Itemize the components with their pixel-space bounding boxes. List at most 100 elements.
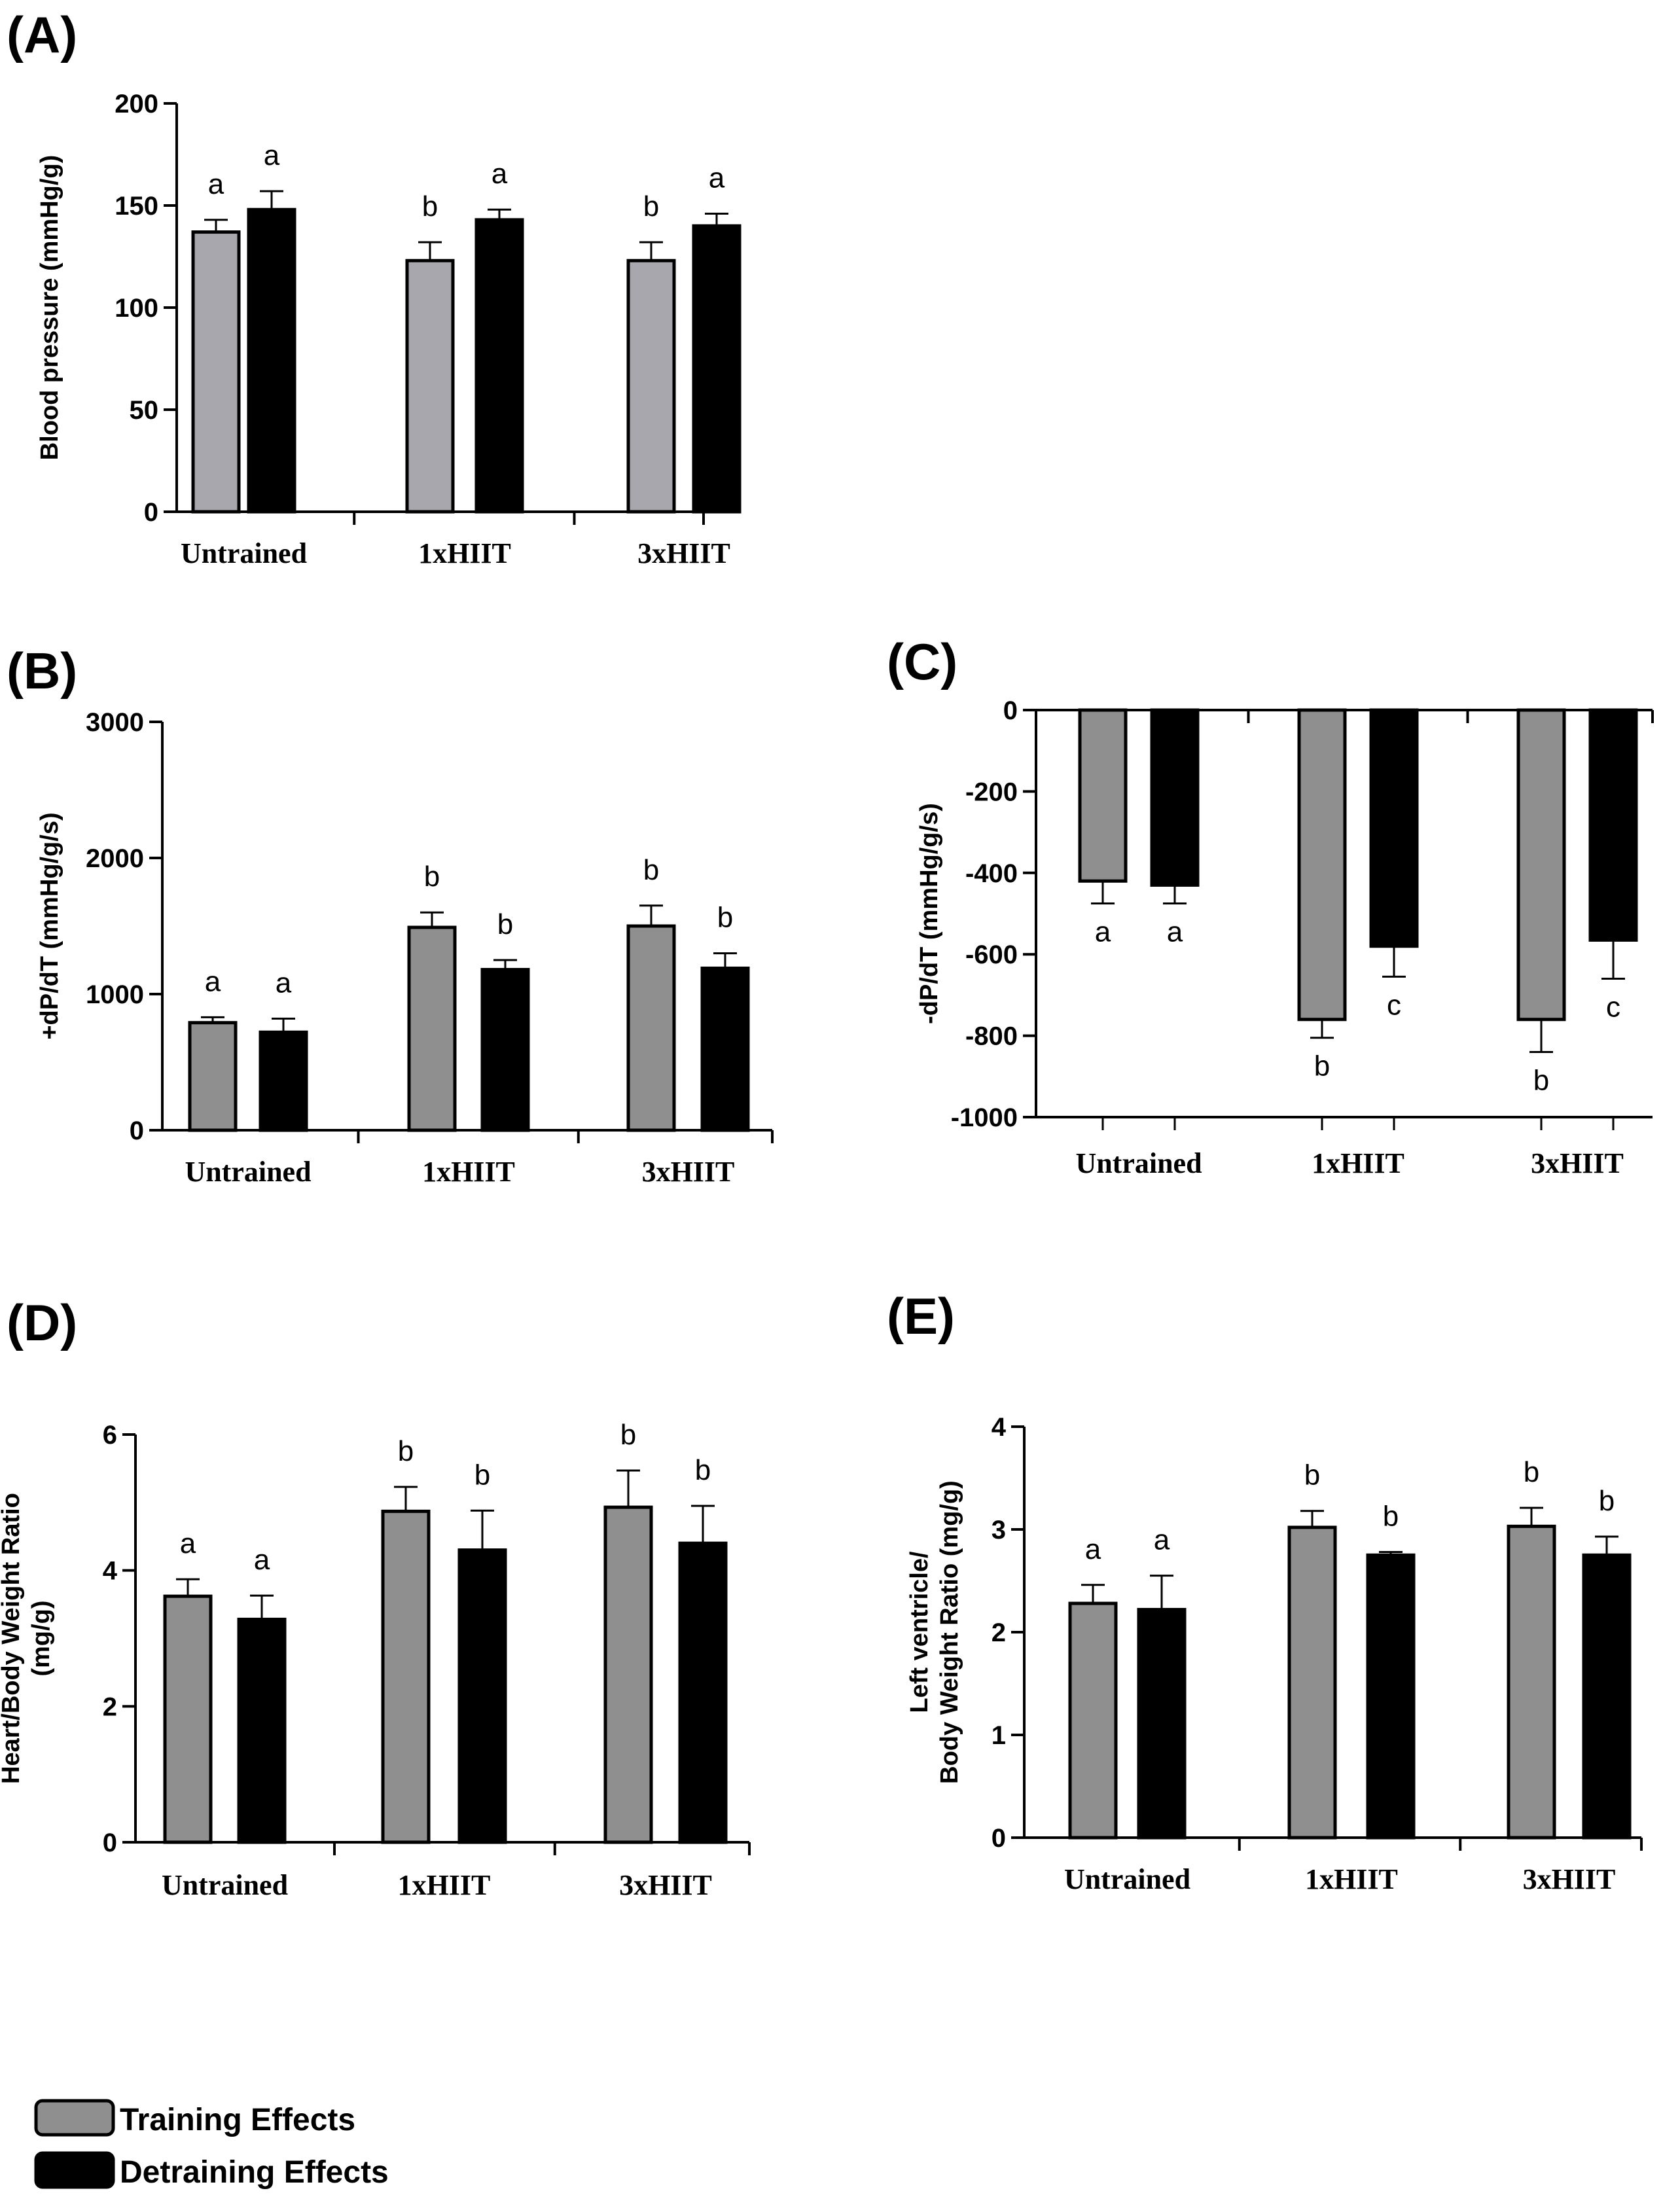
bar xyxy=(1297,708,1347,1022)
bar xyxy=(1366,1553,1416,1840)
x-tick-label: 1xHIIT xyxy=(1312,1147,1404,1179)
y-tick-label: -800 xyxy=(965,1022,1018,1051)
bar xyxy=(247,207,296,514)
significance-letter: a xyxy=(709,162,725,194)
y-tick-label: 2 xyxy=(103,1692,117,1721)
bar xyxy=(480,968,530,1132)
bar xyxy=(237,1617,287,1844)
y-tick-label: -1000 xyxy=(951,1103,1018,1132)
significance-letter: a xyxy=(254,1544,270,1576)
significance-letter: b xyxy=(643,854,659,886)
bar xyxy=(603,1505,653,1844)
panel-c: (C) 0 -200 -400 -600 -800 -1000 Untrained 1xHIIT… xyxy=(887,633,1654,1179)
significance-letter: b xyxy=(1314,1050,1330,1082)
significance-letter: a xyxy=(1085,1533,1101,1565)
y-axis-label: Heart/Body Weight Ratio xyxy=(0,1493,25,1784)
x-tick-label: Untrained xyxy=(181,537,307,569)
panel-label: (C) xyxy=(887,633,957,690)
bar xyxy=(1137,1607,1187,1840)
bar xyxy=(1150,708,1200,887)
y-tick-label: 1000 xyxy=(86,980,144,1009)
bar xyxy=(1287,1525,1337,1840)
significance-letter: b xyxy=(497,908,513,940)
bar xyxy=(1588,708,1638,942)
significance-letter: b xyxy=(422,190,438,223)
x-tick-label: 1xHIIT xyxy=(1305,1863,1398,1895)
significance-letter: b xyxy=(1599,1485,1615,1517)
panel-label: (B) xyxy=(7,642,77,700)
significance-letter: b xyxy=(1524,1456,1539,1488)
legend-label: Detraining Effects xyxy=(120,2155,389,2190)
y-tick-label: 3 xyxy=(992,1516,1006,1544)
bar xyxy=(191,230,241,514)
significance-letter: b xyxy=(620,1419,636,1451)
bar xyxy=(1507,1524,1556,1840)
bar xyxy=(692,224,742,514)
significance-letter: b xyxy=(1304,1459,1320,1491)
y-tick-label: 0 xyxy=(103,1828,117,1857)
legend-label: Training Effects xyxy=(120,2103,355,2137)
y-tick-label: 150 xyxy=(115,192,158,221)
bar xyxy=(1078,708,1128,883)
y-axis-label: Body Weight Ratio (mg/g) xyxy=(936,1480,963,1784)
bar xyxy=(407,925,457,1132)
panel-label: (E) xyxy=(887,1287,955,1345)
significance-letter: c xyxy=(1606,991,1620,1024)
significance-letter: a xyxy=(491,158,508,190)
significance-letter: a xyxy=(264,139,280,171)
y-tick-label: 100 xyxy=(115,294,158,323)
panel-label: (A) xyxy=(7,6,77,63)
y-axis-label: Left ventricle/ xyxy=(906,1551,933,1713)
panel-e: (E) 0 1 2 3 4 Untrained 1xHIIT 3xHIIT a b b a b b Left … xyxy=(887,1287,1643,1895)
y-tick-label: 0 xyxy=(130,1116,144,1145)
y-axis-label: (mg/g) xyxy=(27,1600,55,1676)
bar xyxy=(626,259,676,514)
significance-letter: b xyxy=(1533,1064,1549,1096)
x-tick-label: Untrained xyxy=(1064,1863,1190,1895)
panel-d: (D) 0 2 4 6 Untrained 1xHIIT 3xHIIT a b b a b b Heart/… xyxy=(0,1294,751,1901)
y-tick-label: 4 xyxy=(103,1557,118,1586)
y-tick-label: 0 xyxy=(144,498,158,527)
y-tick-label: 2000 xyxy=(86,844,144,873)
y-tick-label: -400 xyxy=(965,859,1018,888)
x-tick-label: Untrained xyxy=(162,1869,288,1901)
x-tick-label: 3xHIIT xyxy=(637,537,730,569)
significance-letter: b xyxy=(474,1459,490,1491)
bar xyxy=(188,1021,238,1132)
panel-b: (B) 0 1000 2000 3000 Untrained 1xHIIT 3xHIIT a b b… xyxy=(7,642,774,1188)
panel-a: (A) 0 50 100 150 200 Untrained 1xHIIT 3xHIIT a b b a… xyxy=(7,6,742,569)
y-tick-label: -600 xyxy=(965,940,1018,969)
significance-letter: b xyxy=(424,861,440,893)
legend: Training Effects Detraining Effects xyxy=(34,2099,389,2190)
y-tick-label: 0 xyxy=(1003,696,1018,725)
panel-label: (D) xyxy=(7,1294,77,1351)
significance-letter: b xyxy=(695,1454,711,1486)
bar xyxy=(626,924,676,1132)
x-tick-label: 3xHIIT xyxy=(619,1869,712,1901)
bar xyxy=(678,1541,728,1844)
y-tick-label: 6 xyxy=(103,1421,117,1450)
significance-letter: a xyxy=(1095,916,1111,948)
significance-letter: b xyxy=(1383,1501,1399,1533)
y-axis-label: +dP/dT (mmHg/g/s) xyxy=(36,812,63,1039)
y-tick-label: 50 xyxy=(130,396,159,425)
bar xyxy=(1582,1553,1632,1840)
significance-letter: a xyxy=(208,168,224,200)
y-axis-label: -dP/dT (mmHg/g/s) xyxy=(916,803,943,1024)
bar xyxy=(457,1548,507,1844)
significance-letter: a xyxy=(180,1527,196,1560)
bar xyxy=(381,1509,431,1844)
significance-letter: a xyxy=(276,967,292,999)
x-tick-label: 3xHIIT xyxy=(1531,1147,1624,1179)
bar xyxy=(405,259,455,514)
significance-letter: a xyxy=(1154,1524,1170,1556)
significance-letter: b xyxy=(398,1435,414,1467)
significance-letter: b xyxy=(643,190,659,223)
y-tick-label: 1 xyxy=(992,1721,1006,1750)
y-tick-label: -200 xyxy=(965,777,1018,806)
x-tick-label: Untrained xyxy=(1075,1147,1202,1179)
bar xyxy=(1068,1601,1118,1840)
y-tick-label: 200 xyxy=(115,90,158,118)
